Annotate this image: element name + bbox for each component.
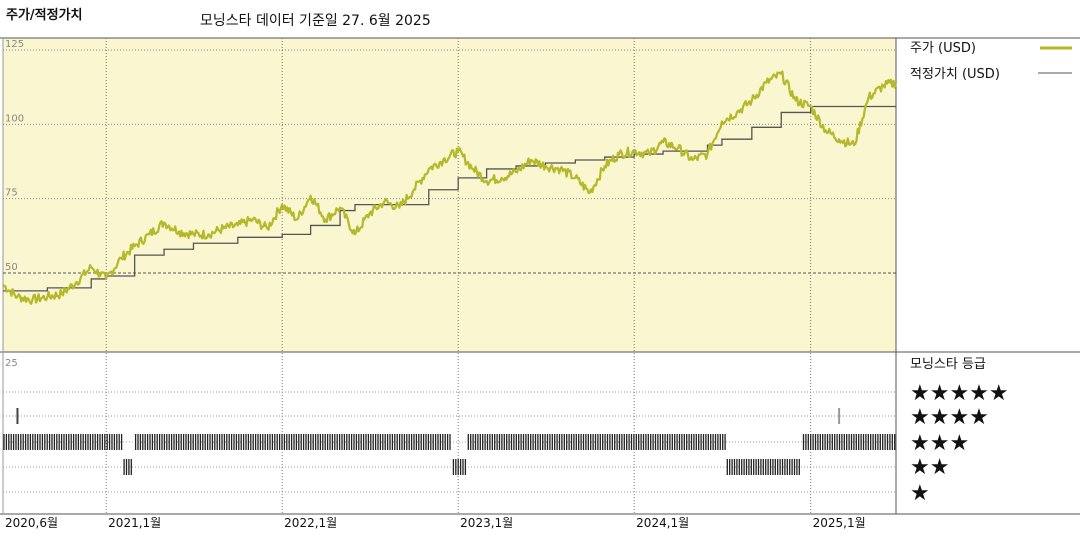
rating-series <box>3 408 896 475</box>
rating-segment <box>726 459 800 475</box>
chart-title: 주가/적정가치 <box>6 8 83 23</box>
rating-segment <box>802 434 896 450</box>
rating-1-star: ★ <box>910 481 930 506</box>
x-tick-label: 2022,1월 <box>284 516 337 530</box>
y-tick-label: 125 <box>5 39 24 50</box>
rating-5-stars: ★★★★★ <box>910 381 1009 406</box>
price-series <box>2 70 898 305</box>
rating-segment <box>452 459 467 475</box>
x-tick-label: 2023,1월 <box>460 516 513 530</box>
legend-price-label: 주가 (USD) <box>910 41 976 56</box>
y-tick-label: 100 <box>5 113 24 124</box>
chart-subtitle: 모닝스타 데이터 기준일 27. 6월 2025 <box>200 13 431 29</box>
rating-legend-title: 모닝스타 등급 <box>910 357 986 372</box>
y-tick-label: 50 <box>5 262 18 273</box>
y-tick-label: 75 <box>5 188 18 199</box>
rating-segment <box>134 434 451 450</box>
rating-grid-layer <box>3 391 896 493</box>
x-tick-label: 2025,1월 <box>813 516 866 530</box>
price-panel-background <box>3 38 896 352</box>
rating-3-stars: ★★★ <box>910 431 969 456</box>
x-tick-label: 2024,1월 <box>636 516 689 530</box>
x-axis-ticks: 2020,6월 2021,1월 2022,1월 2023,1월 2024,1월 2025,… <box>5 516 866 530</box>
price-line <box>2 70 898 305</box>
rating-segment <box>123 459 132 475</box>
y-tick-label: 25 <box>5 358 18 369</box>
x-tick-label: 2021,1월 <box>108 516 161 530</box>
legend-fair-label: 적정가치 (USD) <box>910 67 1000 82</box>
rating-2-stars: ★★ <box>910 455 949 480</box>
rating-segment <box>3 434 123 450</box>
rating-segment <box>467 434 726 450</box>
x-tick-label: 2020,6월 <box>5 516 58 530</box>
rating-4-stars: ★★★★ <box>910 405 989 430</box>
